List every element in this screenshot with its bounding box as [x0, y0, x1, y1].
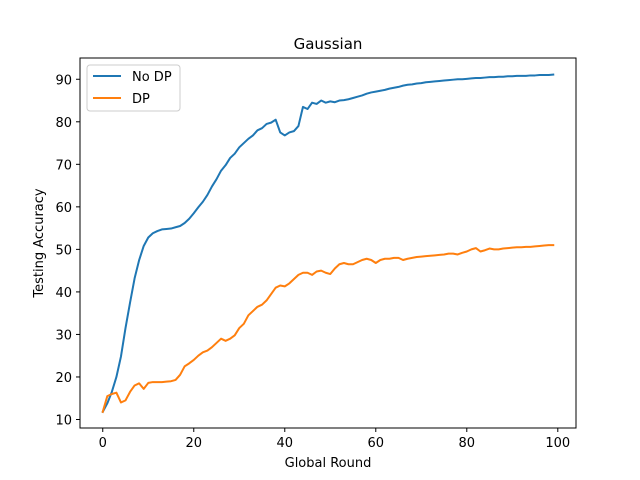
legend-label-1: DP — [132, 92, 150, 107]
y-tick-label: 70 — [55, 158, 72, 173]
series-line-0 — [101, 73, 555, 414]
legend: No DP DP — [86, 64, 181, 112]
x-tick-label: 60 — [368, 436, 385, 451]
x-axis-label: Global Round — [285, 456, 372, 471]
y-tick-label: 20 — [55, 371, 72, 386]
y-tick-label: 60 — [55, 201, 72, 216]
x-tick-label: 40 — [276, 436, 293, 451]
x-tick-label: 100 — [545, 436, 570, 451]
x-tick-label: 0 — [99, 436, 107, 451]
y-axis: 10 20 30 40 50 60 70 80 90 — [55, 73, 80, 428]
x-axis: 0 20 40 60 80 100 — [99, 428, 570, 451]
x-tick-label: 80 — [459, 436, 476, 451]
plot-frame — [79, 57, 577, 429]
series-line-1 — [101, 244, 555, 414]
y-tick-label: 90 — [55, 73, 72, 88]
y-tick-label: 50 — [55, 243, 72, 258]
y-tick-label: 30 — [55, 328, 72, 343]
y-tick-label: 10 — [55, 413, 72, 428]
chart-title: Gaussian — [294, 35, 363, 53]
y-tick-label: 40 — [55, 286, 72, 301]
y-axis-label: Testing Accuracy — [32, 188, 47, 298]
x-tick-label: 20 — [185, 436, 202, 451]
y-tick-label: 80 — [55, 116, 72, 131]
series-group — [101, 73, 555, 414]
legend-label-0: No DP — [132, 70, 172, 85]
